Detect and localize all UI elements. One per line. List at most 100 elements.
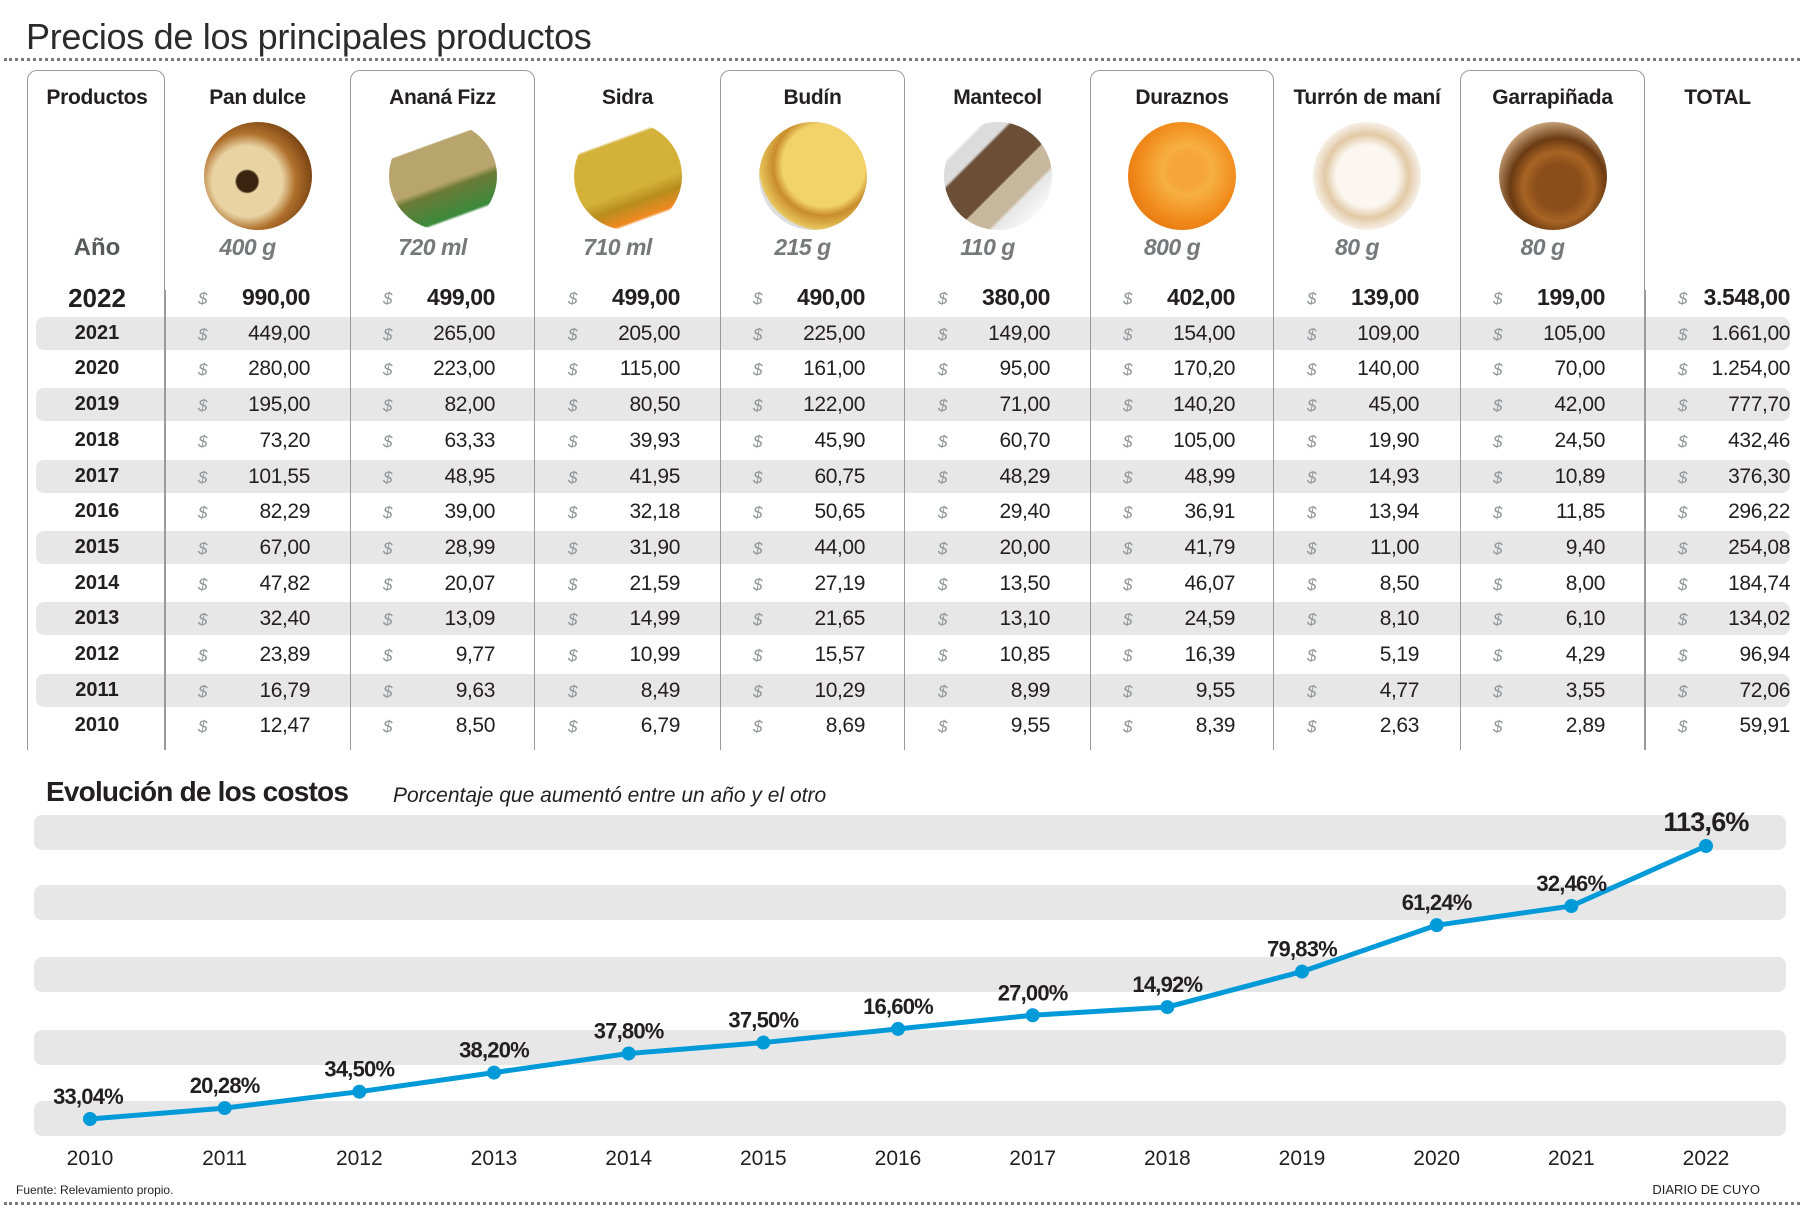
currency-symbol: $ — [198, 717, 208, 737]
price-cell: $48,95 — [383, 465, 495, 493]
currency-symbol: $ — [1493, 324, 1503, 344]
currency-symbol: $ — [938, 646, 948, 665]
price-value: 8,10 — [1379, 607, 1420, 631]
currency-symbol: $ — [1123, 503, 1133, 523]
price-value: 2,89 — [1565, 714, 1606, 738]
grid-band — [34, 1030, 1786, 1065]
currency-symbol: $ — [568, 646, 578, 665]
price-value: 12,47 — [259, 714, 310, 738]
price-cell: $4,77 — [1307, 679, 1419, 707]
product-header: Budín — [783, 86, 842, 109]
price-cell: $82,00 — [383, 393, 495, 421]
price-cell: $39,93 — [568, 429, 680, 457]
row-stripe — [36, 388, 1790, 422]
price-value: 36,91 — [1184, 500, 1235, 524]
price-value: 3.548,00 — [1703, 284, 1791, 310]
price-value: 380,00 — [982, 284, 1050, 310]
price-value: 80,50 — [629, 393, 680, 417]
currency-symbol: $ — [1678, 289, 1688, 308]
currency-symbol: $ — [1307, 610, 1317, 630]
price-cell: $71,00 — [938, 393, 1050, 421]
year-cell: 2011 — [75, 678, 119, 701]
price-cell: $8,39 — [1123, 714, 1235, 742]
price-cell: $139,00 — [1307, 284, 1419, 312]
currency-symbol: $ — [568, 467, 578, 487]
data-label: 32,46% — [1536, 871, 1606, 896]
price-value: 21,59 — [629, 571, 680, 595]
currency-symbol: $ — [1123, 360, 1133, 380]
currency-symbol: $ — [1493, 431, 1503, 451]
currency-symbol: $ — [1307, 467, 1317, 487]
price-value: 31,90 — [629, 535, 680, 559]
price-value: 499,00 — [612, 284, 680, 310]
price-value: 199,00 — [1537, 284, 1605, 310]
product-photo — [758, 122, 867, 230]
currency-symbol: $ — [568, 289, 578, 308]
currency-symbol: $ — [1493, 646, 1503, 665]
currency-symbol: $ — [938, 538, 948, 558]
data-point — [756, 1035, 771, 1050]
price-cell: $29,40 — [938, 500, 1050, 528]
currency-symbol: $ — [383, 396, 393, 416]
currency-symbol: $ — [1678, 646, 1688, 665]
price-cell: $205,00 — [568, 322, 680, 350]
price-cell: $115,00 — [568, 357, 680, 385]
price-cell: $72,06 — [1678, 679, 1790, 707]
data-label: 27,00% — [998, 980, 1068, 1005]
row-stripe — [36, 459, 1790, 493]
bottom-divider — [4, 1202, 1800, 1205]
data-label: 79,83% — [1267, 937, 1337, 962]
price-cell: $9,63 — [383, 679, 495, 707]
price-value: 42,00 — [1554, 393, 1605, 417]
currency-symbol: $ — [938, 503, 948, 523]
price-value: 48,29 — [999, 464, 1050, 488]
currency-symbol: $ — [753, 396, 763, 416]
price-cell: $8,00 — [1493, 572, 1605, 600]
price-value: 15,57 — [814, 643, 865, 666]
price-cell: $21,65 — [753, 607, 865, 635]
price-value: 50,65 — [814, 500, 865, 524]
price-value: 9,77 — [455, 643, 496, 666]
grid-band — [34, 957, 1786, 992]
price-value: 105,00 — [1173, 428, 1235, 452]
x-tick-label: 2020 — [1413, 1147, 1460, 1170]
price-value: 449,00 — [248, 321, 310, 345]
data-point — [1564, 899, 1579, 914]
year-cell: 2021 — [74, 321, 120, 344]
price-cell: $122,00 — [753, 393, 865, 421]
currency-symbol: $ — [753, 717, 763, 737]
corner-label: Productos — [46, 86, 148, 109]
currency-symbol: $ — [1678, 538, 1688, 558]
currency-symbol: $ — [938, 360, 948, 380]
data-point — [1699, 839, 1713, 853]
product-header: Pan dulce — [209, 86, 306, 109]
product-header: Duraznos — [1135, 86, 1229, 109]
data-label: 61,24% — [1402, 890, 1472, 915]
price-cell: $10,99 — [568, 643, 680, 671]
price-cell: $27,19 — [753, 572, 865, 600]
currency-symbol: $ — [383, 289, 393, 308]
currency-symbol: $ — [198, 610, 208, 630]
column-divider — [1645, 290, 1646, 750]
price-value: 195,00 — [248, 393, 310, 417]
price-cell: $63,33 — [383, 429, 495, 457]
price-value: 82,29 — [259, 500, 310, 524]
price-value: 9,63 — [455, 678, 496, 702]
currency-symbol: $ — [1493, 360, 1503, 380]
price-cell: $10,85 — [938, 643, 1050, 671]
price-value: 5,19 — [1379, 643, 1420, 666]
currency-symbol: $ — [1123, 538, 1133, 558]
year-cell: 2014 — [74, 571, 120, 594]
price-value: 39,93 — [629, 428, 680, 452]
price-cell: $499,00 — [383, 284, 495, 312]
price-cell: $80,50 — [568, 393, 680, 421]
price-value: 205,00 — [618, 321, 680, 345]
x-tick-label: 2021 — [1548, 1147, 1595, 1170]
price-cell: $449,00 — [198, 322, 310, 350]
price-cell: $3.548,00 — [1678, 284, 1790, 312]
x-tick-label: 2014 — [605, 1147, 652, 1170]
price-value: 280,00 — [248, 357, 310, 381]
currency-symbol: $ — [383, 503, 393, 523]
data-point — [1429, 918, 1444, 933]
price-value: 9,55 — [1195, 678, 1236, 702]
